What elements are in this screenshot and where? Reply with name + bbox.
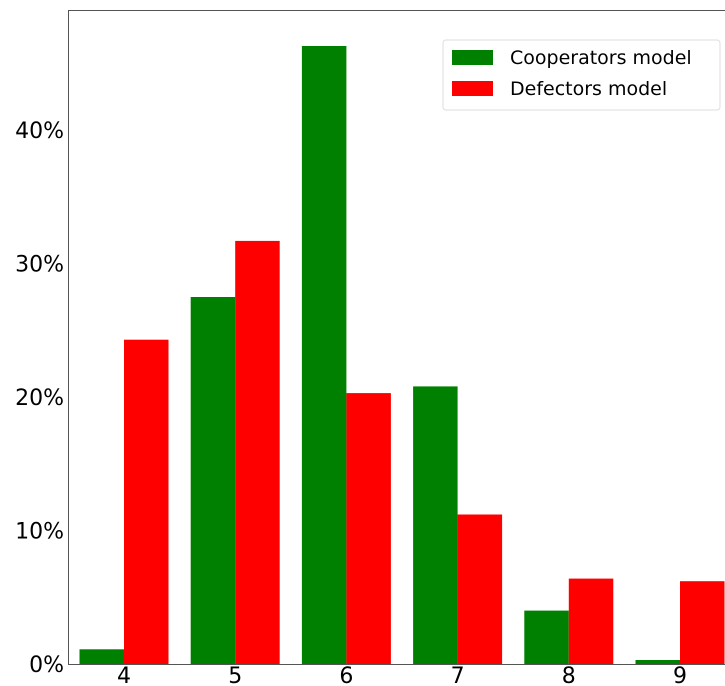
bars-group: [79, 46, 725, 664]
legend-swatch-defectors: [452, 81, 493, 96]
bar-defectors-7: [457, 514, 503, 664]
x-tick-label: 6: [339, 664, 353, 686]
x-tick-label: 9: [673, 664, 687, 686]
bar-defectors-9: [680, 581, 725, 664]
x-tick-label: 4: [117, 664, 131, 686]
x-tick-label: 7: [451, 664, 465, 686]
bar-defectors-4: [124, 339, 169, 664]
y-tick-labels: 0% 10% 20% 30% 40%: [15, 119, 64, 678]
bar-defectors-5: [235, 240, 280, 664]
bar-defectors-8: [568, 578, 614, 664]
bar-cooperators-5: [190, 297, 236, 664]
bar-cooperators-6: [301, 46, 347, 664]
bar-cooperators-9: [635, 660, 680, 664]
bar-defectors-6: [346, 393, 391, 664]
x-tick-label: 8: [562, 664, 576, 686]
legend-swatch-cooperators: [452, 50, 493, 65]
legend-label-defectors: Defectors model: [510, 78, 667, 100]
y-tick-label: 0%: [29, 653, 64, 678]
legend-label-cooperators: Cooperators model: [510, 47, 692, 69]
bar-cooperators-7: [413, 386, 458, 664]
bar-cooperators-4: [79, 649, 124, 664]
y-tick-label: 10%: [15, 520, 64, 545]
y-tick-label: 30%: [15, 253, 64, 278]
y-tick-label: 20%: [15, 386, 64, 411]
x-tick-label: 5: [228, 664, 242, 686]
legend: Cooperators model Defectors model: [442, 39, 721, 111]
x-tick-labels: 4 5 6 7 8 9: [117, 664, 687, 686]
y-tick-label: 40%: [15, 119, 64, 144]
legend-box: [442, 39, 721, 111]
bar-cooperators-8: [524, 610, 569, 664]
